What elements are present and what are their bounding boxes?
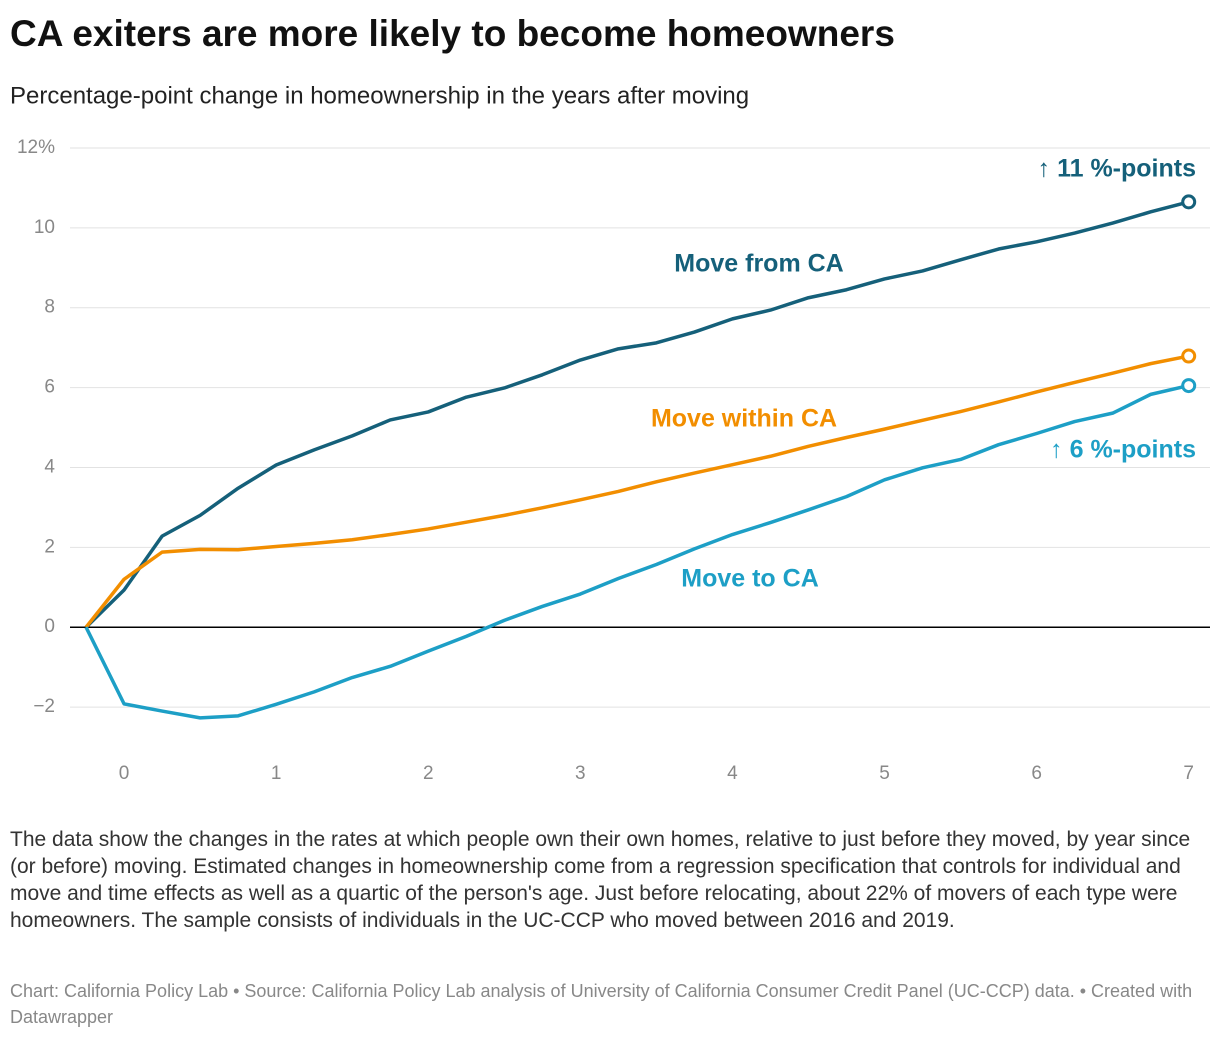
annotation: ↑ 6 %-points xyxy=(1050,436,1196,464)
x-tick-label: 7 xyxy=(1183,763,1194,784)
series-label: Move to CA xyxy=(681,565,819,593)
source: Chart: California Policy Lab • Source: C… xyxy=(10,981,1193,1027)
x-tick-label: 2 xyxy=(423,763,434,784)
notes: The data show the changes in the rates a… xyxy=(10,828,1191,932)
end-marker xyxy=(1181,378,1197,394)
chart: CA exiters are more likely to become hom… xyxy=(10,13,1210,784)
series-line xyxy=(84,354,1190,629)
chart-subtitle: Percentage-point change in homeownership… xyxy=(10,82,749,109)
y-tick-label: 4 xyxy=(44,456,55,477)
y-tick-label: 12% xyxy=(17,137,55,158)
series-label: Move from CA xyxy=(674,250,843,278)
series-line xyxy=(84,200,1190,629)
end-marker xyxy=(1181,348,1197,364)
end-marker xyxy=(1181,194,1197,210)
y-tick-label: 0 xyxy=(44,616,55,637)
y-tick-label: 2 xyxy=(44,536,55,557)
y-tick-label: −2 xyxy=(33,696,55,717)
x-tick-label: 1 xyxy=(271,763,282,784)
x-tick-label: 6 xyxy=(1031,763,1042,784)
y-tick-label: 10 xyxy=(34,217,55,238)
y-tick-label: 6 xyxy=(44,377,55,398)
x-tick-label: 3 xyxy=(575,763,586,784)
chart-title: CA exiters are more likely to become hom… xyxy=(10,13,895,54)
annotation: ↑ 11 %-points xyxy=(1038,155,1196,183)
series-label: Move within CA xyxy=(651,405,837,433)
y-tick-label: 8 xyxy=(44,297,55,318)
x-tick-label: 5 xyxy=(879,763,890,784)
x-tick-label: 0 xyxy=(119,763,130,784)
x-tick-label: 4 xyxy=(727,763,738,784)
series-line xyxy=(84,383,1190,720)
